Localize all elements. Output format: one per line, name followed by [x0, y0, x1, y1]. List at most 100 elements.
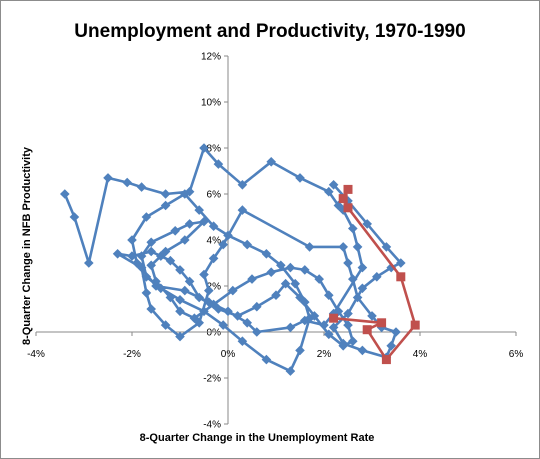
data-point: [338, 194, 348, 204]
data-point: [146, 304, 156, 314]
data-point: [396, 272, 406, 282]
data-point: [180, 189, 190, 199]
y-tick-labels: -4% -2% 0% 2% 4% 6% 8% 10% 12%: [201, 52, 221, 431]
data-point: [184, 186, 195, 197]
data-point: [165, 255, 176, 266]
data-point: [410, 320, 420, 330]
data-point: [362, 219, 372, 229]
data-point: [329, 313, 339, 323]
data-point: [194, 318, 204, 328]
data-point: [208, 253, 219, 264]
data-point: [328, 180, 339, 190]
data-point: [266, 157, 276, 167]
data-point: [276, 260, 286, 271]
data-point: [280, 278, 291, 289]
y-tick-label: 4%: [207, 236, 222, 247]
axes: [35, 55, 517, 425]
data-point: [242, 318, 252, 328]
data-point: [300, 265, 310, 275]
data-point: [304, 242, 315, 252]
data-point: [300, 315, 310, 326]
data-point: [194, 292, 204, 303]
data-point: [343, 308, 353, 319]
data-point: [348, 274, 358, 284]
data-point: [242, 239, 252, 250]
data-point: [132, 258, 142, 268]
data-point: [319, 320, 329, 330]
data-point: [69, 212, 80, 222]
data-point: [237, 336, 248, 346]
data-point: [208, 299, 219, 310]
data-point: [237, 205, 248, 215]
data-point: [160, 246, 171, 257]
y-tick-label: 6%: [207, 190, 222, 201]
data-point: [304, 313, 315, 323]
data-point: [127, 235, 137, 245]
x-tick-label: -2%: [123, 349, 141, 360]
x-tick-label: -4%: [27, 349, 45, 360]
data-point: [141, 272, 152, 282]
y-axis-label: 8-Quarter Change in NFB Productivity: [21, 146, 33, 345]
data-point: [175, 295, 185, 305]
data-point: [271, 290, 281, 300]
data-point: [180, 235, 190, 245]
data-point: [180, 285, 190, 296]
data-point: [237, 180, 248, 190]
y-tick-label: 8%: [207, 144, 222, 155]
data-point: [112, 249, 123, 259]
data-point: [156, 251, 166, 261]
data-point: [252, 327, 262, 337]
data-point: [218, 239, 228, 250]
data-point: [338, 338, 348, 349]
data-point: [122, 177, 132, 188]
data-point: [175, 265, 185, 275]
data-point: [290, 278, 300, 289]
y-tick-label: -4%: [203, 420, 221, 431]
data-point: [381, 355, 391, 365]
data-point: [199, 143, 209, 153]
data-point: [199, 269, 209, 280]
data-point: [285, 366, 296, 376]
x-tick-label: 2%: [317, 349, 332, 360]
data-point: [160, 189, 171, 199]
series-line: [63, 146, 403, 373]
data-point: [367, 311, 377, 321]
data-point: [343, 258, 353, 268]
data-point: [362, 325, 372, 335]
data-point: [357, 262, 368, 273]
data-point: [252, 301, 262, 312]
data-point: [309, 311, 320, 321]
data-point: [199, 306, 209, 317]
data-point: [381, 242, 392, 252]
data-point: [328, 322, 339, 333]
data-point: [333, 306, 344, 317]
data-point: [338, 242, 348, 252]
data-point: [324, 186, 334, 197]
data-point: [223, 230, 233, 241]
x-tick-label: 4%: [413, 349, 428, 360]
data-point: [160, 200, 171, 211]
data-point: [343, 320, 353, 330]
data-point: [141, 212, 152, 222]
data-point: [357, 283, 368, 294]
data-point: [300, 297, 310, 307]
data-point: [223, 306, 233, 317]
y-tick-label: -2%: [203, 374, 221, 385]
y-tick-label: 10%: [201, 98, 221, 109]
data-point: [146, 246, 156, 257]
data-point: [184, 219, 195, 229]
x-tick-labels: -4% -2% 0% 2% 4% 6%: [27, 349, 523, 360]
data-point: [146, 237, 156, 248]
data-point: [199, 216, 209, 227]
data-point: [213, 304, 224, 314]
data-point: [84, 258, 94, 268]
data-point: [386, 341, 396, 351]
data-point: [386, 262, 396, 273]
data-point: [208, 221, 219, 231]
data-point: [160, 320, 171, 330]
data-point: [228, 285, 238, 296]
data-point: [348, 223, 358, 234]
data-point: [295, 292, 305, 303]
data-point: [136, 262, 147, 273]
